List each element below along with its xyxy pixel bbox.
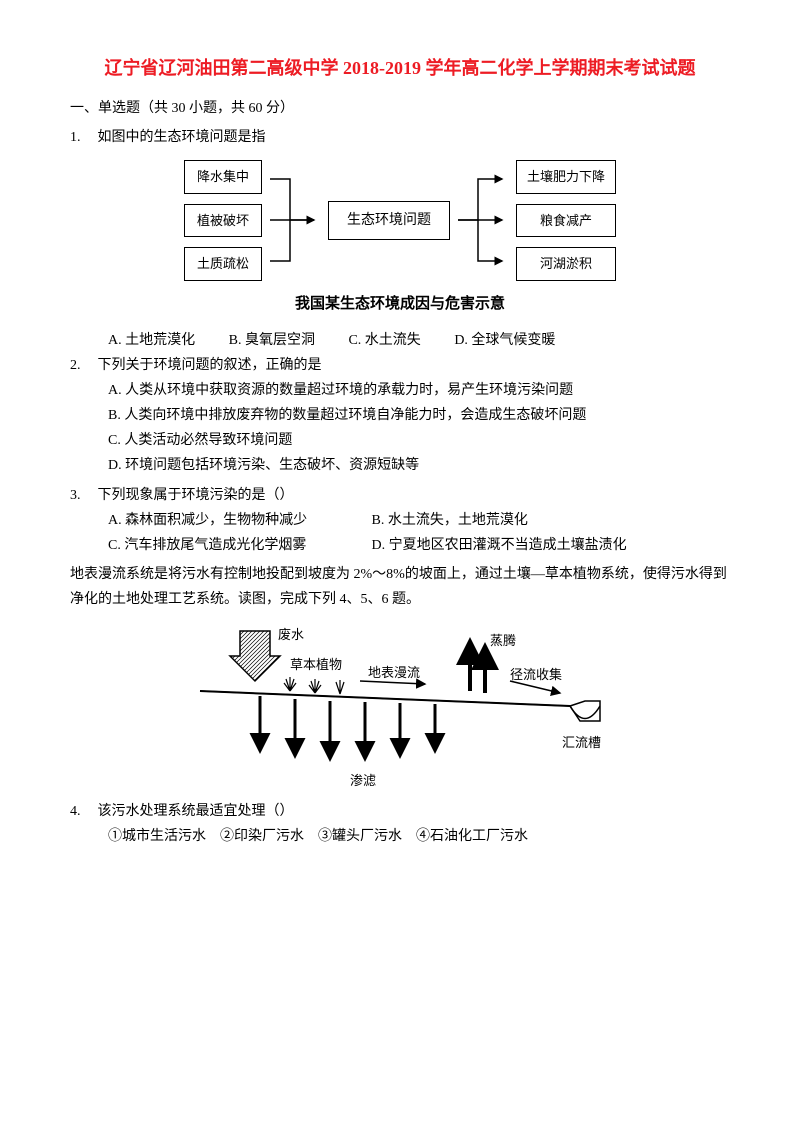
q3-opt-a: A. 森林面积减少，生物物种减少	[108, 508, 368, 533]
q2-opt-d: D. 环境问题包括环境污染、生态破坏、资源短缺等	[108, 453, 730, 478]
arrows-split	[458, 165, 508, 275]
arrows-merge	[270, 165, 320, 275]
box-left-1: 植被破坏	[184, 204, 262, 237]
q2-opt-b: B. 人类向环境中排放废弃物的数量超过环境自净能力时，会造成生态破坏问题	[108, 403, 730, 428]
label-flow: 地表漫流	[368, 661, 420, 684]
q1-opt-a: A. 土地荒漠化	[108, 333, 195, 348]
label-waste: 废水	[278, 623, 304, 646]
left-boxes: 降水集中 植被破坏 土质疏松	[184, 160, 262, 280]
page-title: 辽宁省辽河油田第二高级中学 2018-2019 学年高二化学上学期期末考试试题	[70, 50, 730, 86]
q3-opt-d: D. 宁夏地区农田灌溉不当造成土壤盐渍化	[372, 538, 627, 553]
box-center: 生态环境问题	[328, 201, 450, 240]
question-2: 2. 下列关于环境问题的叙述，正确的是 A. 人类从环境中获取资源的数量超过环境…	[70, 353, 730, 479]
q2-opt-c: C. 人类活动必然导致环境问题	[108, 428, 730, 453]
label-infil: 渗滤	[350, 769, 376, 792]
question-1: 1. 如图中的生态环境问题是指	[70, 125, 730, 150]
q1-opt-c: C. 水土流失	[348, 333, 420, 348]
label-trough: 汇流槽	[562, 731, 601, 754]
q3-stem: 下列现象属于环境污染的是（）	[98, 488, 294, 503]
q1-num: 1.	[70, 125, 94, 150]
box-left-0: 降水集中	[184, 160, 262, 193]
q1-diagram: 降水集中 植被破坏 土质疏松 生态环境问题 土壤肥力下降 粮食减产 河湖	[70, 160, 730, 280]
q1-options: A. 土地荒漠化 B. 臭氧层空洞 C. 水土流失 D. 全球气候变暖	[108, 328, 730, 353]
diagram-2: 废水 草本植物 地表漫流 蒸腾 径流收集 渗滤 汇流槽	[190, 621, 610, 791]
question-4: 4. 该污水处理系统最适宜处理（） ①城市生活污水 ②印染厂污水 ③罐头厂污水 …	[70, 799, 730, 849]
box-left-2: 土质疏松	[184, 247, 262, 280]
box-right-2: 河湖淤积	[516, 247, 616, 280]
q4-opts: ①城市生活污水 ②印染厂污水 ③罐头厂污水 ④石油化工厂污水	[108, 824, 730, 849]
label-runoff: 径流收集	[510, 663, 562, 686]
box-right-1: 粮食减产	[516, 204, 616, 237]
right-boxes: 土壤肥力下降 粮食减产 河湖淤积	[516, 160, 616, 280]
q3-opt-b: B. 水土流失，土地荒漠化	[372, 513, 528, 528]
q1-diagram-title: 我国某生态环境成因与危害示意	[70, 291, 730, 318]
q2-opt-a: A. 人类从环境中获取资源的数量超过环境的承载力时，易产生环境污染问题	[108, 378, 730, 403]
q3-opt-c: C. 汽车排放尾气造成光化学烟雾	[108, 533, 368, 558]
label-grass: 草本植物	[290, 653, 342, 676]
q1-stem: 如图中的生态环境问题是指	[98, 130, 266, 145]
q2-stem: 下列关于环境问题的叙述，正确的是	[98, 358, 322, 373]
question-3: 3. 下列现象属于环境污染的是（） A. 森林面积减少，生物物种减少 B. 水土…	[70, 483, 730, 559]
label-evap: 蒸腾	[490, 629, 516, 652]
q3-num: 3.	[70, 483, 94, 508]
q1-opt-d: D. 全球气候变暖	[454, 333, 555, 348]
q2-num: 2.	[70, 353, 94, 378]
box-right-0: 土壤肥力下降	[516, 160, 616, 193]
passage-456: 地表漫流系统是将污水有控制地投配到坡度为 2%～8%的坡面上，通过土壤—草本植物…	[70, 567, 727, 607]
q4-num: 4.	[70, 799, 94, 824]
q1-opt-b: B. 臭氧层空洞	[229, 333, 315, 348]
q4-stem: 该污水处理系统最适宜处理（）	[98, 804, 294, 819]
section-header: 一、单选题（共 30 小题，共 60 分）	[70, 96, 730, 121]
